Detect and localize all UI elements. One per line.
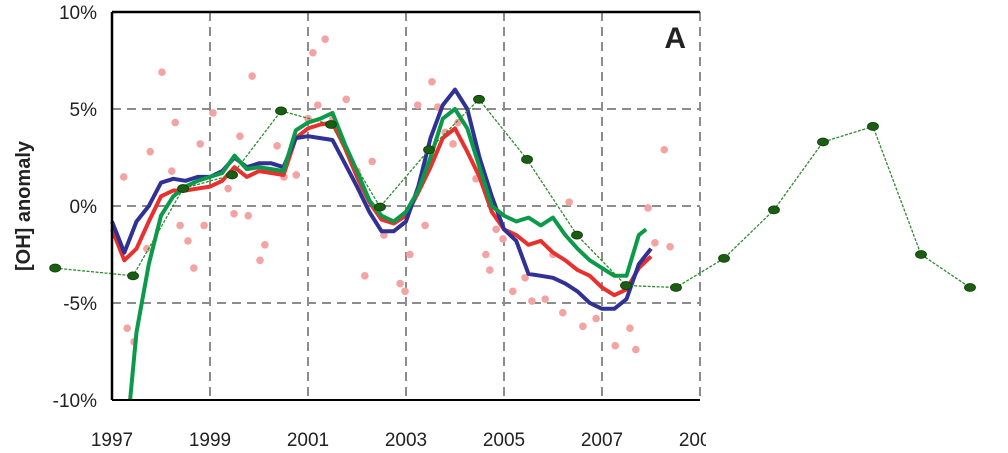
scatter-point	[396, 279, 404, 288]
marker	[127, 271, 139, 281]
scatter-point	[406, 250, 414, 259]
series-line	[110, 87, 653, 311]
y-tick-label: 5%	[70, 100, 98, 121]
marker	[768, 205, 780, 215]
marker	[670, 283, 682, 292]
marker	[177, 184, 189, 193]
scatter-point	[119, 173, 128, 181]
scatter-point	[541, 295, 549, 303]
marker	[620, 281, 632, 290]
x-tick-label: 2003	[385, 430, 427, 451]
x-tick-label: 2007	[581, 430, 623, 451]
y-tick-label: -5%	[63, 294, 97, 315]
panel-label: A	[664, 22, 686, 55]
scatter-point	[651, 239, 659, 247]
marker	[718, 253, 730, 263]
scatter-point	[579, 322, 587, 331]
marker	[325, 120, 337, 129]
scatter-point	[196, 140, 204, 148]
x-tick-label: 2005	[483, 430, 525, 451]
scatter-point	[565, 198, 573, 206]
marker	[275, 106, 287, 116]
scatter-point	[449, 140, 457, 148]
scatter-point	[123, 324, 131, 333]
scatter-point	[209, 109, 217, 117]
plot-marks	[49, 35, 976, 401]
scatter-point	[454, 118, 462, 127]
x-tick-label: 2001	[287, 430, 329, 451]
scatter-point	[256, 256, 264, 265]
scatter-point	[309, 48, 317, 57]
x-tick-label: 2009	[679, 430, 721, 451]
scatter-point	[413, 101, 422, 109]
marker	[374, 202, 386, 212]
series-line	[128, 107, 648, 401]
scatter-point	[248, 72, 256, 80]
y-tick-label: 0%	[70, 197, 98, 218]
scatter-point	[482, 250, 490, 259]
scatter-point	[592, 314, 600, 323]
scatter-point	[485, 266, 494, 274]
marker	[49, 263, 62, 273]
scatter-point	[230, 209, 238, 218]
scatter-point	[244, 211, 253, 220]
scatter-point	[167, 167, 176, 175]
scatter-point	[492, 225, 500, 234]
y-tick-label: 10%	[59, 3, 97, 24]
scatter-point	[273, 142, 281, 150]
scatter-point	[292, 171, 301, 179]
scatter-point	[146, 147, 155, 156]
marker	[423, 145, 435, 155]
scatter-point	[380, 231, 388, 239]
grid	[111, 11, 701, 401]
marker	[817, 137, 829, 147]
scatter-point	[200, 221, 208, 230]
y-tick-label: -10%	[53, 391, 97, 412]
scatter-point	[342, 95, 351, 104]
scatter-point	[559, 308, 567, 317]
scatter-point	[171, 118, 180, 127]
scatter-point	[236, 132, 244, 140]
scatter-point	[158, 68, 166, 76]
scatter-point	[428, 78, 436, 86]
scatter-point	[666, 242, 674, 251]
scatter-point	[632, 345, 640, 354]
scatter-point	[509, 287, 517, 296]
scatter-point	[190, 264, 198, 272]
scatter-point	[314, 101, 322, 109]
scatter-point	[521, 273, 529, 282]
series-line	[55, 98, 971, 289]
marker	[473, 94, 485, 104]
marker	[964, 283, 976, 292]
scatter-point	[368, 157, 376, 166]
scatter-point	[142, 244, 151, 253]
scatter-point	[261, 241, 269, 249]
tick-labels: -10% -5% 0% 5% 10% 1997 1999 2001 2003 2005 2007 20…	[53, 3, 721, 451]
scatter-point	[626, 324, 634, 333]
scatter-point	[644, 204, 652, 212]
scatter-point	[499, 235, 507, 243]
series-line	[110, 120, 653, 298]
axes-frame	[110, 10, 700, 401]
scatter-point	[401, 287, 409, 296]
marker	[915, 250, 927, 259]
y-axis-label: [OH] anomaly	[13, 140, 35, 271]
scatter-point	[224, 184, 232, 193]
scatter-point	[660, 145, 669, 154]
scatter-point	[321, 35, 329, 43]
scatter-point	[611, 341, 620, 350]
marker	[571, 230, 583, 240]
marker	[226, 170, 238, 180]
scatter-point	[176, 221, 184, 230]
scatter-point	[184, 237, 192, 245]
marker	[867, 122, 879, 131]
marker	[521, 155, 533, 164]
scatter-point	[421, 221, 429, 230]
scatter-point	[361, 272, 369, 280]
x-tick-label: 1999	[189, 430, 231, 451]
scatter-point	[528, 297, 536, 305]
x-tick-label: 1997	[91, 430, 133, 451]
